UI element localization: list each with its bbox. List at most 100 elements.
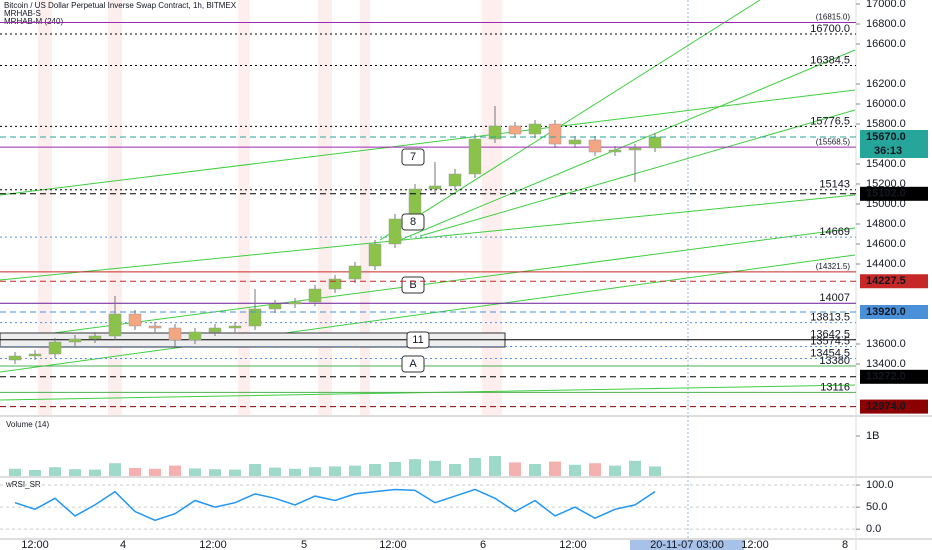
level-label: 16384.5: [810, 54, 850, 66]
volume-bar: [269, 467, 281, 476]
volume-bar: [49, 467, 61, 476]
volume-bar: [249, 464, 261, 476]
level-label: 13380: [819, 355, 850, 367]
rsi-line: [14, 488, 656, 522]
candle-body: [288, 301, 302, 305]
level-label: 15776.5: [810, 115, 850, 127]
x-tick-label: 8: [842, 539, 848, 550]
candle-body: [348, 265, 362, 280]
x-tick-label: 12:00: [741, 539, 769, 550]
annotation-box: [401, 355, 425, 373]
trend-lines: [0, 0, 856, 401]
y-tick-label: 16000.0: [866, 98, 906, 110]
candle-body: [488, 125, 502, 140]
indicator-label: MRHAB-M (240): [4, 17, 63, 26]
level-label: (15568.5): [816, 137, 851, 146]
volume-bar: [169, 465, 181, 476]
y-tick-label: 100.0: [866, 479, 894, 491]
volume-bar: [389, 462, 401, 476]
candle-body: [568, 139, 582, 145]
annotation-box: [406, 331, 430, 349]
cursor-time-badge: [630, 540, 744, 550]
annotation: 8: [410, 216, 416, 228]
badge-label: 15670.0: [866, 131, 906, 143]
y-tick-label: 13600.0: [866, 338, 906, 350]
volume-bar: [509, 462, 521, 476]
candle-body: [68, 338, 82, 343]
candle-body: [228, 325, 242, 329]
candle-body: [248, 308, 262, 327]
candle-body: [88, 335, 102, 340]
price-badge: [860, 274, 928, 289]
level-label: 14669: [819, 226, 850, 238]
volume-bar: [329, 466, 341, 476]
candle-body: [648, 136, 662, 149]
annotation: A: [409, 358, 417, 370]
candle-body: [328, 278, 342, 290]
level-label: 13116: [820, 381, 850, 393]
volume-bar: [209, 469, 221, 476]
candle-body: [528, 123, 542, 135]
price-badge: [860, 369, 928, 384]
volume-bar: [409, 459, 421, 476]
annotation-box: [401, 213, 425, 231]
candle-body: [108, 313, 122, 337]
candle-body: [588, 139, 602, 153]
volume-bar: [189, 468, 201, 476]
volume-bar: [29, 470, 41, 476]
badge-label: 13920.0: [866, 306, 906, 318]
y-tick-label: 15400.0: [866, 158, 906, 170]
candle-body: [168, 327, 182, 341]
volume-bar: [629, 460, 641, 476]
candle-body: [448, 173, 462, 187]
volume-bar: [529, 464, 541, 476]
badge-label: 14227.5: [866, 275, 906, 287]
candle-body: [428, 185, 442, 190]
annotation-box: [401, 148, 425, 166]
y-tick-label: 50.0: [866, 501, 887, 513]
level-label: (16815.0): [816, 13, 851, 22]
volume-bar: [149, 468, 161, 476]
level-label: 13642.5: [810, 329, 850, 341]
level-label: 13574.5: [810, 335, 850, 347]
volume-bar: [109, 463, 121, 476]
candle-body: [28, 353, 42, 357]
volume-bar: [469, 458, 481, 476]
candle-body: [188, 331, 202, 341]
candle-body: [268, 303, 282, 310]
y-tick-label: 14600.0: [866, 238, 906, 250]
level-label: 15143: [819, 179, 850, 191]
candle-body: [548, 123, 562, 145]
annotation-box: [401, 276, 425, 294]
y-tick-label: 16800.0: [866, 18, 906, 30]
candle-body: [8, 355, 22, 361]
candle-body: [468, 138, 482, 175]
annotation: 7: [410, 151, 416, 163]
volume-bar: [289, 468, 301, 476]
volume-bar: [569, 464, 581, 476]
candle-body: [628, 147, 642, 151]
pane-title: Volume (14): [6, 420, 49, 429]
x-tick-label: 12:00: [199, 539, 227, 550]
annotation: B: [409, 279, 416, 291]
volume-bar: [589, 463, 601, 476]
candle-body: [208, 327, 222, 333]
volume-bar: [9, 468, 21, 476]
y-tick-label: 13400.0: [866, 358, 906, 370]
price-badge: [860, 305, 928, 319]
volume-bar: [69, 469, 81, 476]
volume-bar: [369, 464, 381, 476]
badge-label: 13272.0: [866, 371, 906, 383]
y-tick-label: 16200.0: [866, 78, 906, 90]
y-tick-label: 15000.0: [866, 198, 906, 210]
candle-body: [368, 243, 382, 267]
x-tick-label: 4: [120, 539, 126, 550]
y-tick-label: 1B: [866, 430, 879, 442]
price-badge: [860, 186, 928, 201]
volume-bar: [349, 465, 361, 476]
volume-bar: [549, 461, 561, 476]
candle-body: [128, 313, 142, 327]
badge-label: 12974.0: [866, 401, 906, 413]
volume-bar: [649, 466, 661, 476]
